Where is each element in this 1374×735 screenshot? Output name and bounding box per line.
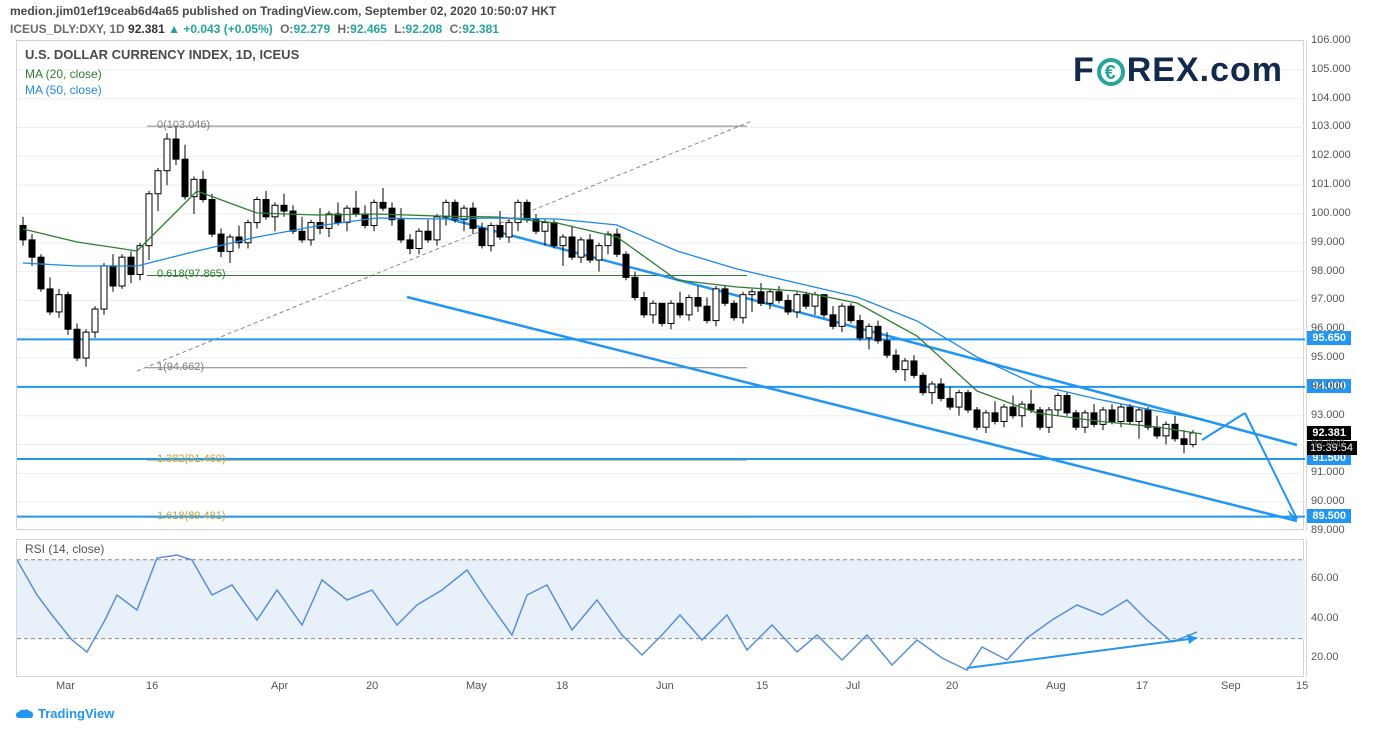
ma50-label: MA (50, close) — [25, 83, 102, 97]
logo-o-icon: € — [1097, 58, 1125, 86]
fib-label-0: 0(103.046) — [157, 119, 210, 131]
x-tick: Sep — [1221, 680, 1241, 692]
y-tick: 105.000 — [1311, 63, 1351, 75]
y-tick: 98.000 — [1311, 265, 1345, 277]
y-tick: 97.000 — [1311, 293, 1345, 305]
low-value: 92.208 — [406, 22, 443, 36]
last-price: 92.381 — [128, 22, 165, 36]
x-tick: May — [466, 680, 487, 692]
x-tick: 15 — [1296, 680, 1308, 692]
fib-label-1: 1(94.662) — [157, 361, 204, 373]
low-label: L: — [394, 22, 405, 36]
chart-title: U.S. DOLLAR CURRENCY INDEX, 1D, ICEUS — [25, 47, 299, 62]
rsi-y-tick: 20.00 — [1311, 651, 1339, 663]
x-tick: Jul — [846, 680, 860, 692]
y-tick: 99.000 — [1311, 236, 1345, 248]
tradingview-logo: TradingView — [16, 706, 114, 721]
symbol-summary: ICEUS_DLY:DXY, 1D 92.381 ▲ +0.043 (+0.05… — [10, 22, 499, 36]
y-tick: 101.000 — [1311, 178, 1351, 190]
rsi-y-axis: 60.00 40.00 20.00 — [1306, 539, 1358, 677]
change-pct: (+0.05%) — [224, 22, 273, 36]
price-chart[interactable]: U.S. DOLLAR CURRENCY INDEX, 1D, ICEUS MA… — [16, 40, 1304, 530]
y-tick: 90.000 — [1311, 495, 1345, 507]
fib-label-1.382: 1.382(91.460) — [157, 453, 226, 465]
ticker: ICEUS_DLY:DXY, 1D — [10, 22, 125, 36]
tradingview-label: TradingView — [38, 706, 114, 721]
fib-label-0.618: 0.618(97.865) — [157, 268, 226, 280]
x-tick: 16 — [146, 680, 158, 692]
y-tick: 95.000 — [1311, 351, 1345, 363]
cloud-icon — [16, 709, 34, 721]
y-tick: 92.000 — [1311, 438, 1345, 450]
time-axis: Mar 16 Apr 20 May 18 Jun 15 Jul 20 Aug 17 Sep 15 — [16, 680, 1356, 700]
fib-label-1.618: 1.618(89.481) — [157, 510, 226, 522]
y-tick: 100.000 — [1311, 207, 1351, 219]
ma20-label: MA (20, close) — [25, 67, 102, 81]
high-value: 92.465 — [350, 22, 387, 36]
rsi-y-tick: 40.00 — [1311, 612, 1339, 624]
rsi-chart[interactable]: RSI (14, close) — [16, 539, 1304, 677]
close-value: 92.381 — [462, 22, 499, 36]
rsi-title: RSI (14, close) — [25, 542, 104, 556]
x-tick: 18 — [556, 680, 568, 692]
y-tick: 102.000 — [1311, 149, 1351, 161]
logo-rex: REX — [1127, 51, 1200, 89]
rsi-y-tick: 60.00 — [1311, 572, 1339, 584]
x-tick: 15 — [756, 680, 768, 692]
y-tick: 96.000 — [1311, 322, 1345, 334]
x-tick: Mar — [56, 680, 75, 692]
logo-f: F — [1073, 51, 1095, 89]
x-tick: Aug — [1046, 680, 1066, 692]
x-tick: 20 — [366, 680, 378, 692]
y-tick: 94.000 — [1311, 380, 1345, 392]
high-label: H: — [337, 22, 350, 36]
publish-meta: medion.jim01ef19ceab6d4a65 published on … — [10, 4, 556, 18]
open-value: 92.279 — [293, 22, 330, 36]
x-tick: Jun — [656, 680, 674, 692]
y-tick: 106.000 — [1311, 34, 1351, 46]
x-tick: 17 — [1136, 680, 1148, 692]
y-tick: 104.000 — [1311, 92, 1351, 104]
up-arrow-icon: ▲ — [168, 22, 180, 36]
price-y-axis: 106.000105.000104.000103.000102.000101.0… — [1306, 40, 1358, 530]
rsi-svg — [17, 540, 1305, 678]
y-tick: 91.000 — [1311, 466, 1345, 478]
y-tick: 103.000 — [1311, 120, 1351, 132]
x-tick: 20 — [946, 680, 958, 692]
change-abs: +0.043 — [183, 22, 220, 36]
open-label: O: — [280, 22, 293, 36]
logo-dotcom: .com — [1200, 51, 1283, 89]
forex-logo: F€REX.com — [1073, 51, 1283, 90]
y-tick: 89.000 — [1311, 524, 1345, 536]
x-tick: Apr — [271, 680, 288, 692]
y-tick: 93.000 — [1311, 409, 1345, 421]
close-label: C: — [450, 22, 463, 36]
